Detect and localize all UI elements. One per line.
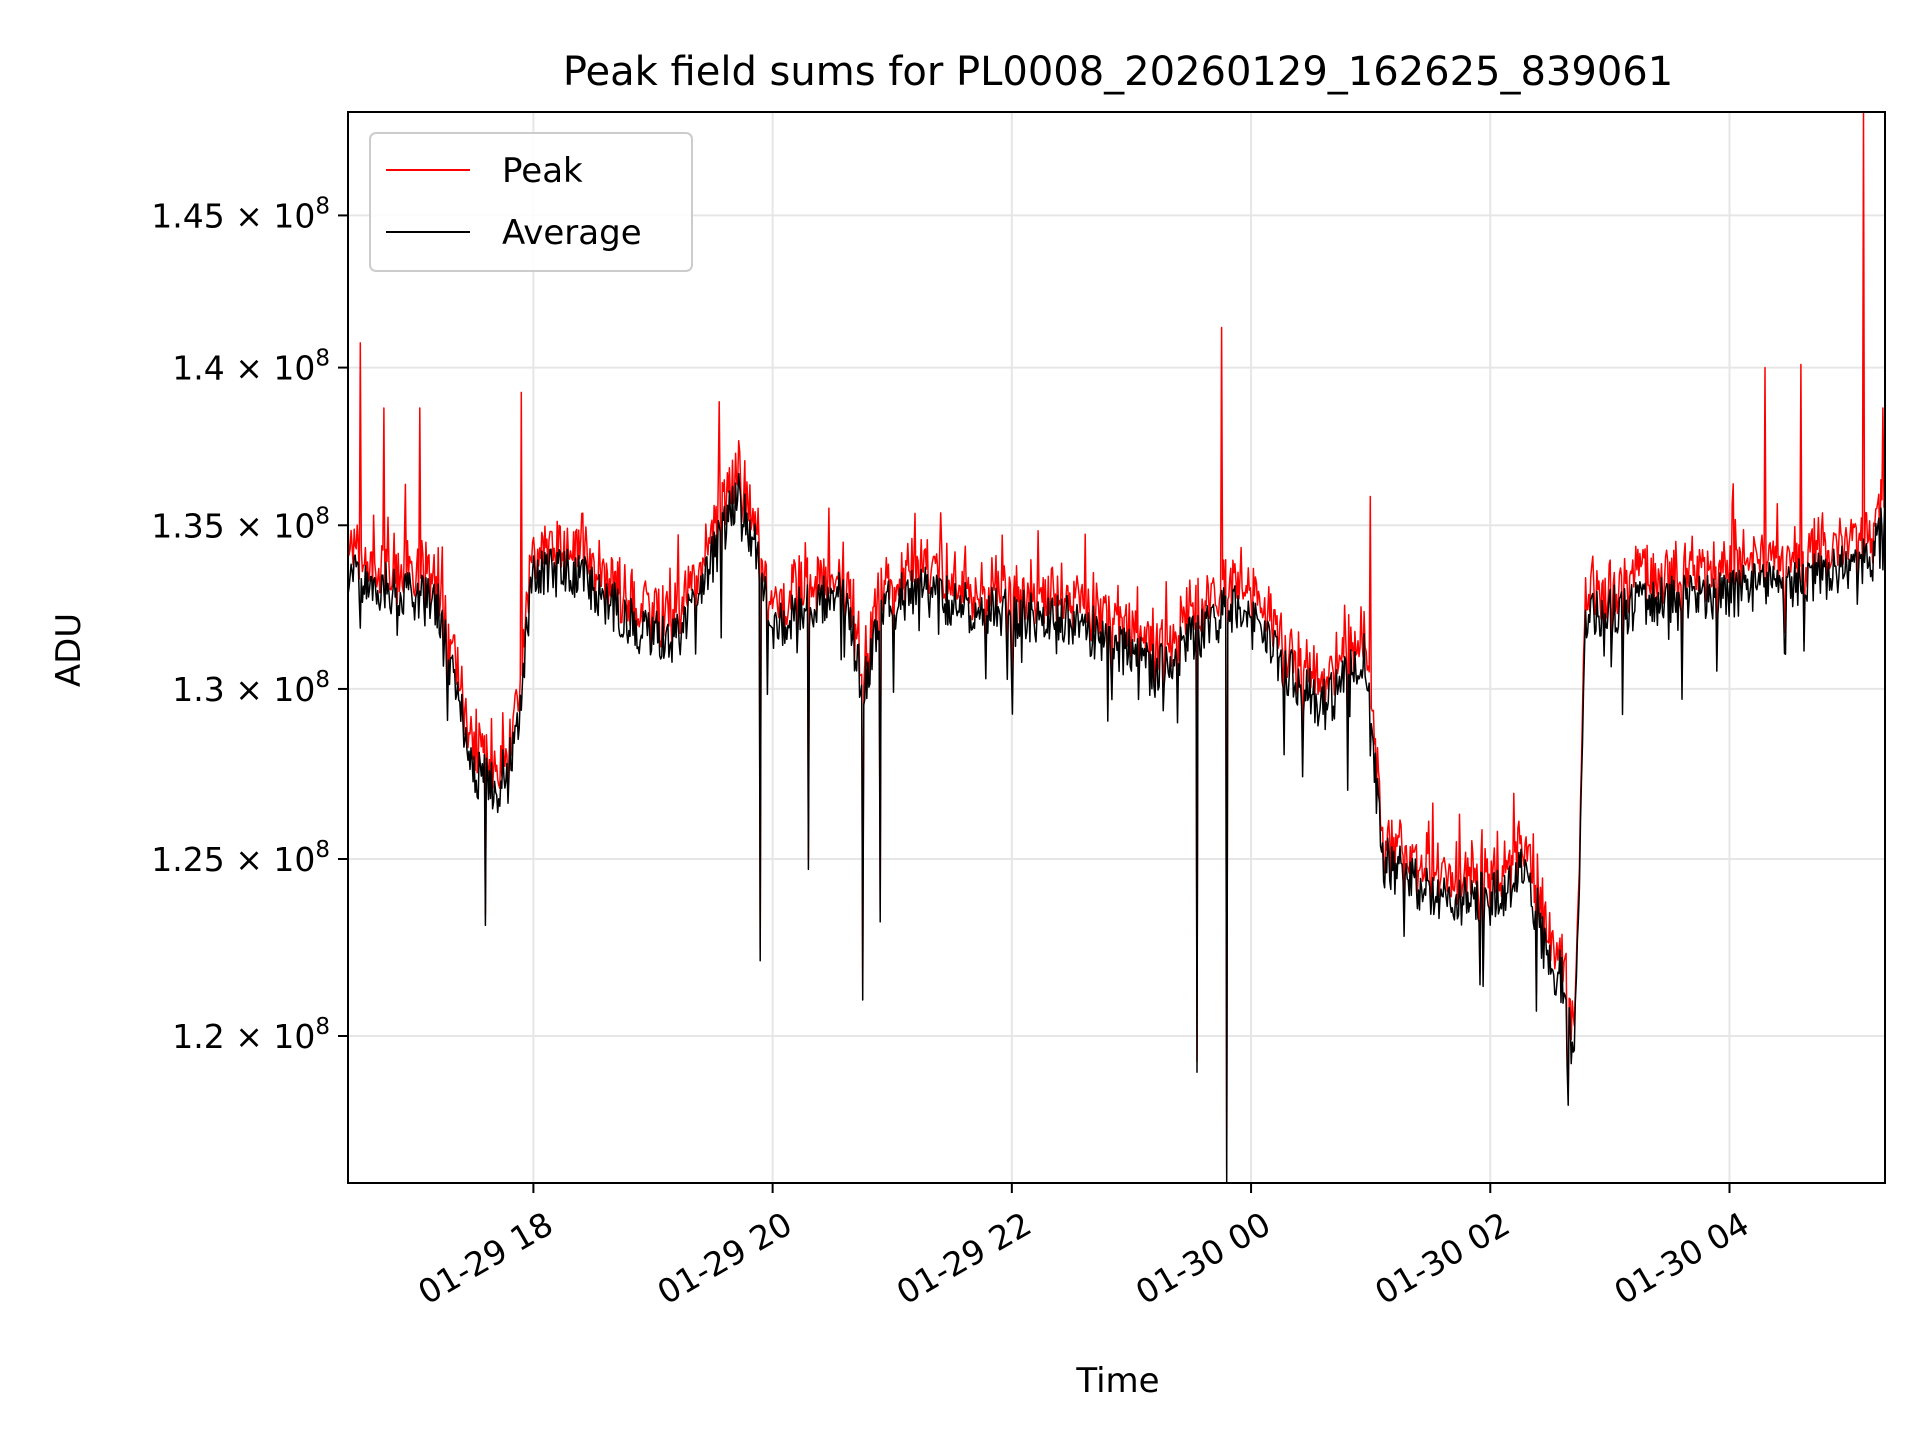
- legend: Peak Average: [369, 132, 693, 272]
- y-tick-label: 1.3 × 108: [172, 667, 330, 709]
- grid: [348, 112, 1885, 1183]
- y-tick-label: 1.45 × 108: [151, 193, 330, 235]
- plot-frame: [347, 111, 1886, 1184]
- x-axis-label: Time: [1075, 1361, 1159, 1401]
- y-tick-label: 1.35 × 108: [151, 503, 330, 545]
- chart-title: Peak field sums for PL0008_20260129_1626…: [563, 49, 1673, 95]
- legend-box: [369, 132, 693, 272]
- legend-peak-label: Peak: [502, 151, 583, 191]
- legend-average-label: Average: [502, 213, 642, 253]
- series-line-average: [348, 472, 1885, 1183]
- y-tick-label: 1.2 × 108: [172, 1014, 330, 1056]
- y-axis-label: ADU: [49, 613, 89, 687]
- y-tick-label: 1.25 × 108: [151, 837, 330, 879]
- y-tick-label: 1.4 × 108: [172, 346, 330, 388]
- series-layer: [348, 112, 1885, 1183]
